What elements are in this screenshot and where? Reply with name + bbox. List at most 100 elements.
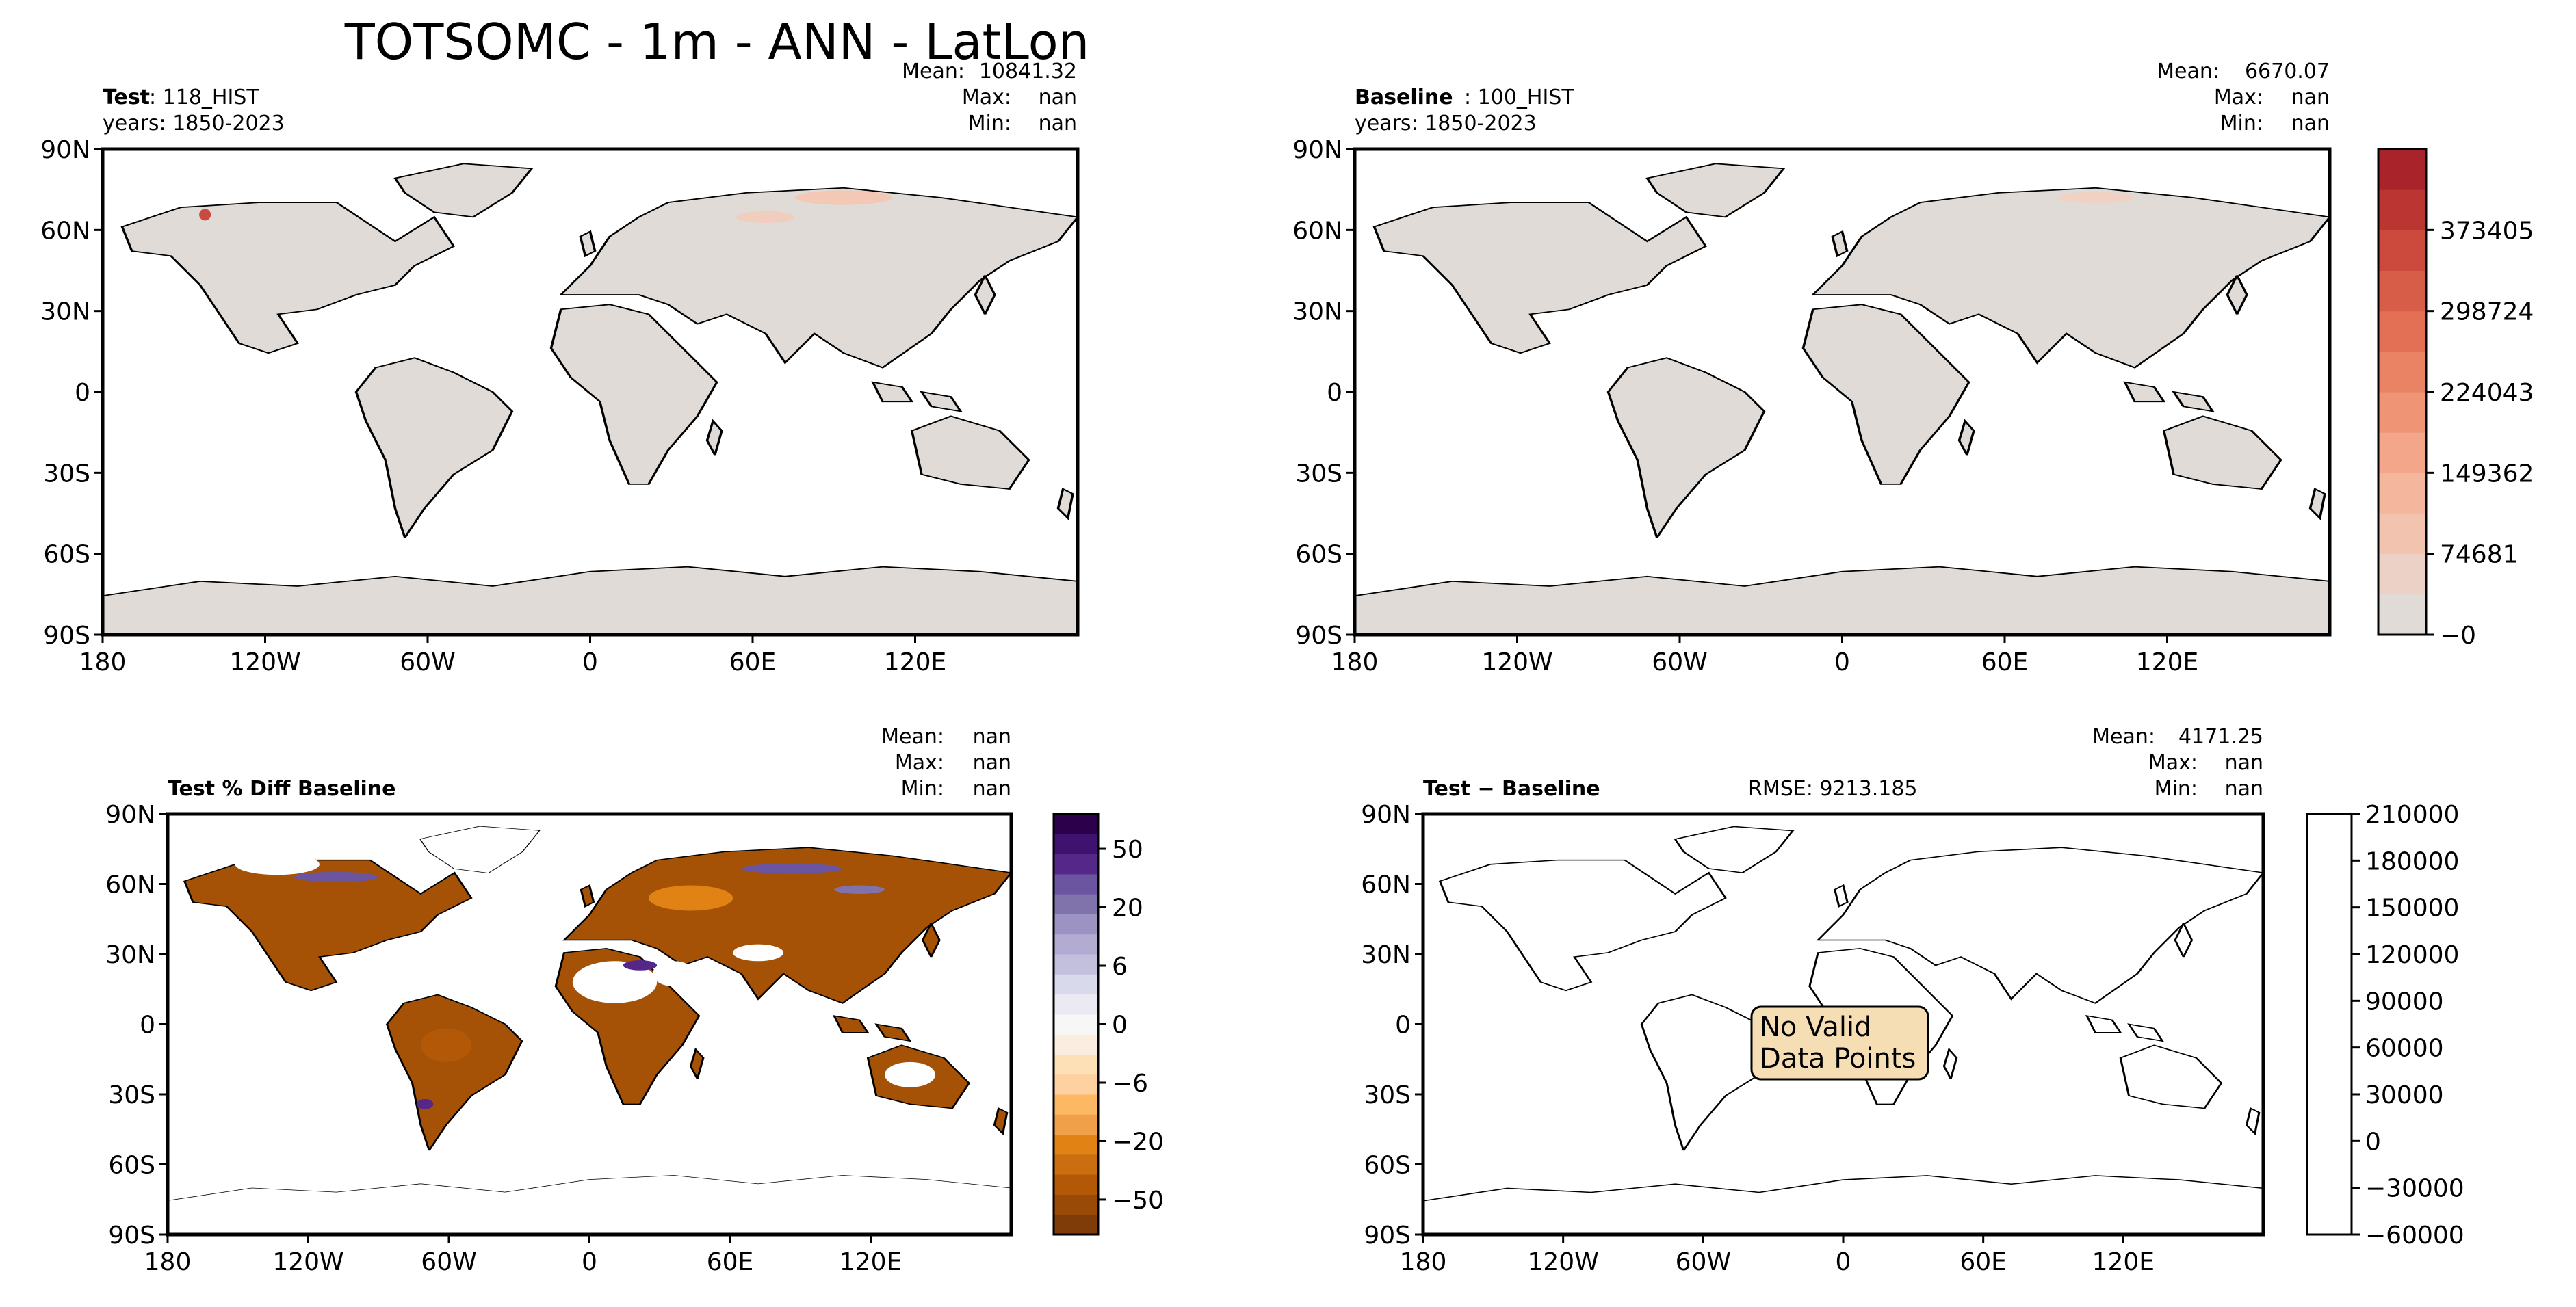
lat-tick-label: 60S: [108, 1152, 155, 1180]
colorbar-segment: [2378, 432, 2426, 473]
colorbar-segment: [2378, 513, 2426, 555]
colorbar-segment: [1054, 954, 1098, 975]
pct-min-label: Min:: [901, 777, 944, 801]
colorbar-tick-label: 210000: [2365, 801, 2459, 829]
lon-tick-label: 60E: [1960, 1248, 2007, 1276]
no-data-box: No Valid Data Points: [1750, 1005, 1929, 1081]
baseline-min-value: nan: [2291, 111, 2330, 135]
test-lon-ticks: 180 120W 60W 0 60E 120E: [79, 635, 946, 676]
colorbar-tick-label: −0: [2440, 622, 2476, 650]
diff-max-value: nan: [2225, 751, 2263, 775]
colorbar-segment: [2378, 311, 2426, 352]
lat-tick-label: 90S: [108, 1222, 155, 1250]
colorbar-tick-label: 50: [1112, 836, 1143, 864]
test-mean-value: 10841.32: [979, 60, 1077, 83]
test-years: years: 1850-2023: [103, 111, 285, 135]
test-max-label: Max:: [962, 85, 1011, 109]
lon-tick-label: 180: [1400, 1248, 1447, 1276]
colorbar-tick-label: 224043: [2440, 379, 2534, 407]
colorbar-tick-label: 373405: [2440, 217, 2534, 245]
lat-tick-label: 60N: [105, 871, 155, 899]
diff-title: Test − Baseline: [1423, 777, 1600, 801]
diff-lon-ticks: 180 120W 60W 0 60E 120E: [1400, 1235, 2155, 1276]
lon-tick-label: 60E: [729, 648, 777, 676]
baseline-panel: Baseline : 100_HIST years: 1850-2023 Mea…: [1292, 60, 2330, 676]
lon-tick-label: 60E: [707, 1248, 754, 1276]
test-panel: Test : 118_HIST years: 1850-2023 Mean: 1…: [40, 60, 1078, 676]
baseline-mean-value: 6670.07: [2245, 60, 2330, 83]
pct-max-value: nan: [973, 751, 1011, 775]
baseline-label-rest: : 100_HIST: [1464, 85, 1574, 109]
lon-tick-label: 180: [144, 1248, 192, 1276]
lat-tick-label: 30S: [43, 460, 90, 488]
colorbar-segment: [2378, 270, 2426, 312]
colorbar-tick-label: 150000: [2365, 895, 2459, 923]
lon-tick-label: 120E: [884, 648, 946, 676]
colorbar-tick-label: 149362: [2440, 460, 2534, 488]
colorbar-tick-label: 20: [1112, 895, 1143, 923]
lat-tick-label: 60S: [43, 541, 90, 569]
colorbar-segment: [1054, 1114, 1098, 1135]
lat-tick-label: 60S: [1364, 1152, 1411, 1180]
colorbar-segment: [2378, 149, 2426, 190]
diff-mean-value: 4171.25: [2178, 725, 2263, 749]
lon-tick-label: 120W: [1481, 648, 1552, 676]
lat-tick-label: 0: [1395, 1012, 1411, 1040]
lon-tick-label: 0: [582, 648, 598, 676]
colorbar-tick-label: −60000: [2365, 1222, 2464, 1250]
test-mean-label: Mean:: [902, 60, 965, 83]
lat-tick-label: 30S: [108, 1081, 155, 1109]
test-label-rest: : 118_HIST: [149, 85, 259, 109]
lat-tick-label: 30N: [1292, 298, 1342, 326]
baseline-map: [1355, 149, 2330, 635]
colorbar-segment: [2378, 594, 2426, 635]
lat-tick-label: 60N: [1292, 217, 1342, 245]
colorbar-segment: [1054, 1134, 1098, 1155]
colorbar-segment: [1054, 814, 1098, 834]
lat-tick-label: 90N: [40, 136, 90, 164]
diff-rmse: RMSE: 9213.185: [1748, 777, 1918, 801]
diff-min-label: Min:: [2155, 777, 2198, 801]
lat-tick-label: 90S: [1364, 1222, 1411, 1250]
lat-tick-label: 60S: [1295, 541, 1342, 569]
colorbar-tick-label: 0: [2365, 1128, 2381, 1156]
colorbar-tick-label: −50: [1112, 1187, 1164, 1215]
lat-tick-label: 30N: [1361, 941, 1411, 969]
colorbar-segment: [1054, 834, 1098, 855]
test-lat-ticks: 90N 60N 30N 0 30S 60S 90S: [40, 136, 103, 650]
baseline-lon-ticks: 180 120W 60W 0 60E 120E: [1331, 635, 2198, 676]
lat-tick-label: 90N: [105, 801, 155, 829]
colorbar-tick-label: 74681: [2440, 541, 2519, 569]
lat-tick-label: 90S: [1295, 622, 1342, 650]
test-label-bold: Test: [103, 85, 150, 109]
colorbar-segment: [1054, 1194, 1098, 1215]
pct-lon-ticks: 180 120W 60W 0 60E 120E: [144, 1235, 902, 1276]
lon-tick-label: 60E: [1981, 648, 2029, 676]
colorbar-tick-label: 180000: [2365, 847, 2459, 875]
lat-tick-label: 90N: [1361, 801, 1411, 829]
lat-tick-label: 0: [1327, 379, 1342, 407]
lat-tick-label: 30S: [1295, 460, 1342, 488]
lon-tick-label: 60W: [421, 1248, 476, 1276]
colorbar-tick-label: 0: [1112, 1012, 1128, 1040]
lon-tick-label: 180: [1331, 648, 1379, 676]
colorbar-tick-label: 30000: [2365, 1081, 2444, 1109]
lon-tick-label: 0: [582, 1248, 597, 1276]
pct-min-value: nan: [973, 777, 1011, 801]
lon-tick-label: 120W: [1528, 1248, 1599, 1276]
no-data-line2: Data Points: [1760, 1043, 1916, 1074]
diff-mean-label: Mean:: [2092, 725, 2155, 749]
pct-mean-value: nan: [973, 725, 1011, 749]
colorbar-segment: [2378, 392, 2426, 433]
pct-mean-label: Mean:: [881, 725, 944, 749]
colorbar-segment: [1054, 1214, 1098, 1235]
test-min-label: Min:: [968, 111, 1011, 135]
diff-panel: Test − Baseline RMSE: 9213.185 Mean: 417…: [1361, 725, 2263, 1276]
pct-lat-ticks: 90N 60N 30N 0 30S 60S 90S: [105, 801, 168, 1250]
lat-tick-label: 90S: [43, 622, 90, 650]
lat-tick-label: 90N: [1292, 136, 1342, 164]
colorbar-segment: [1054, 1074, 1098, 1095]
colorbar-segment: [1054, 974, 1098, 995]
lat-tick-label: 30N: [105, 941, 155, 969]
